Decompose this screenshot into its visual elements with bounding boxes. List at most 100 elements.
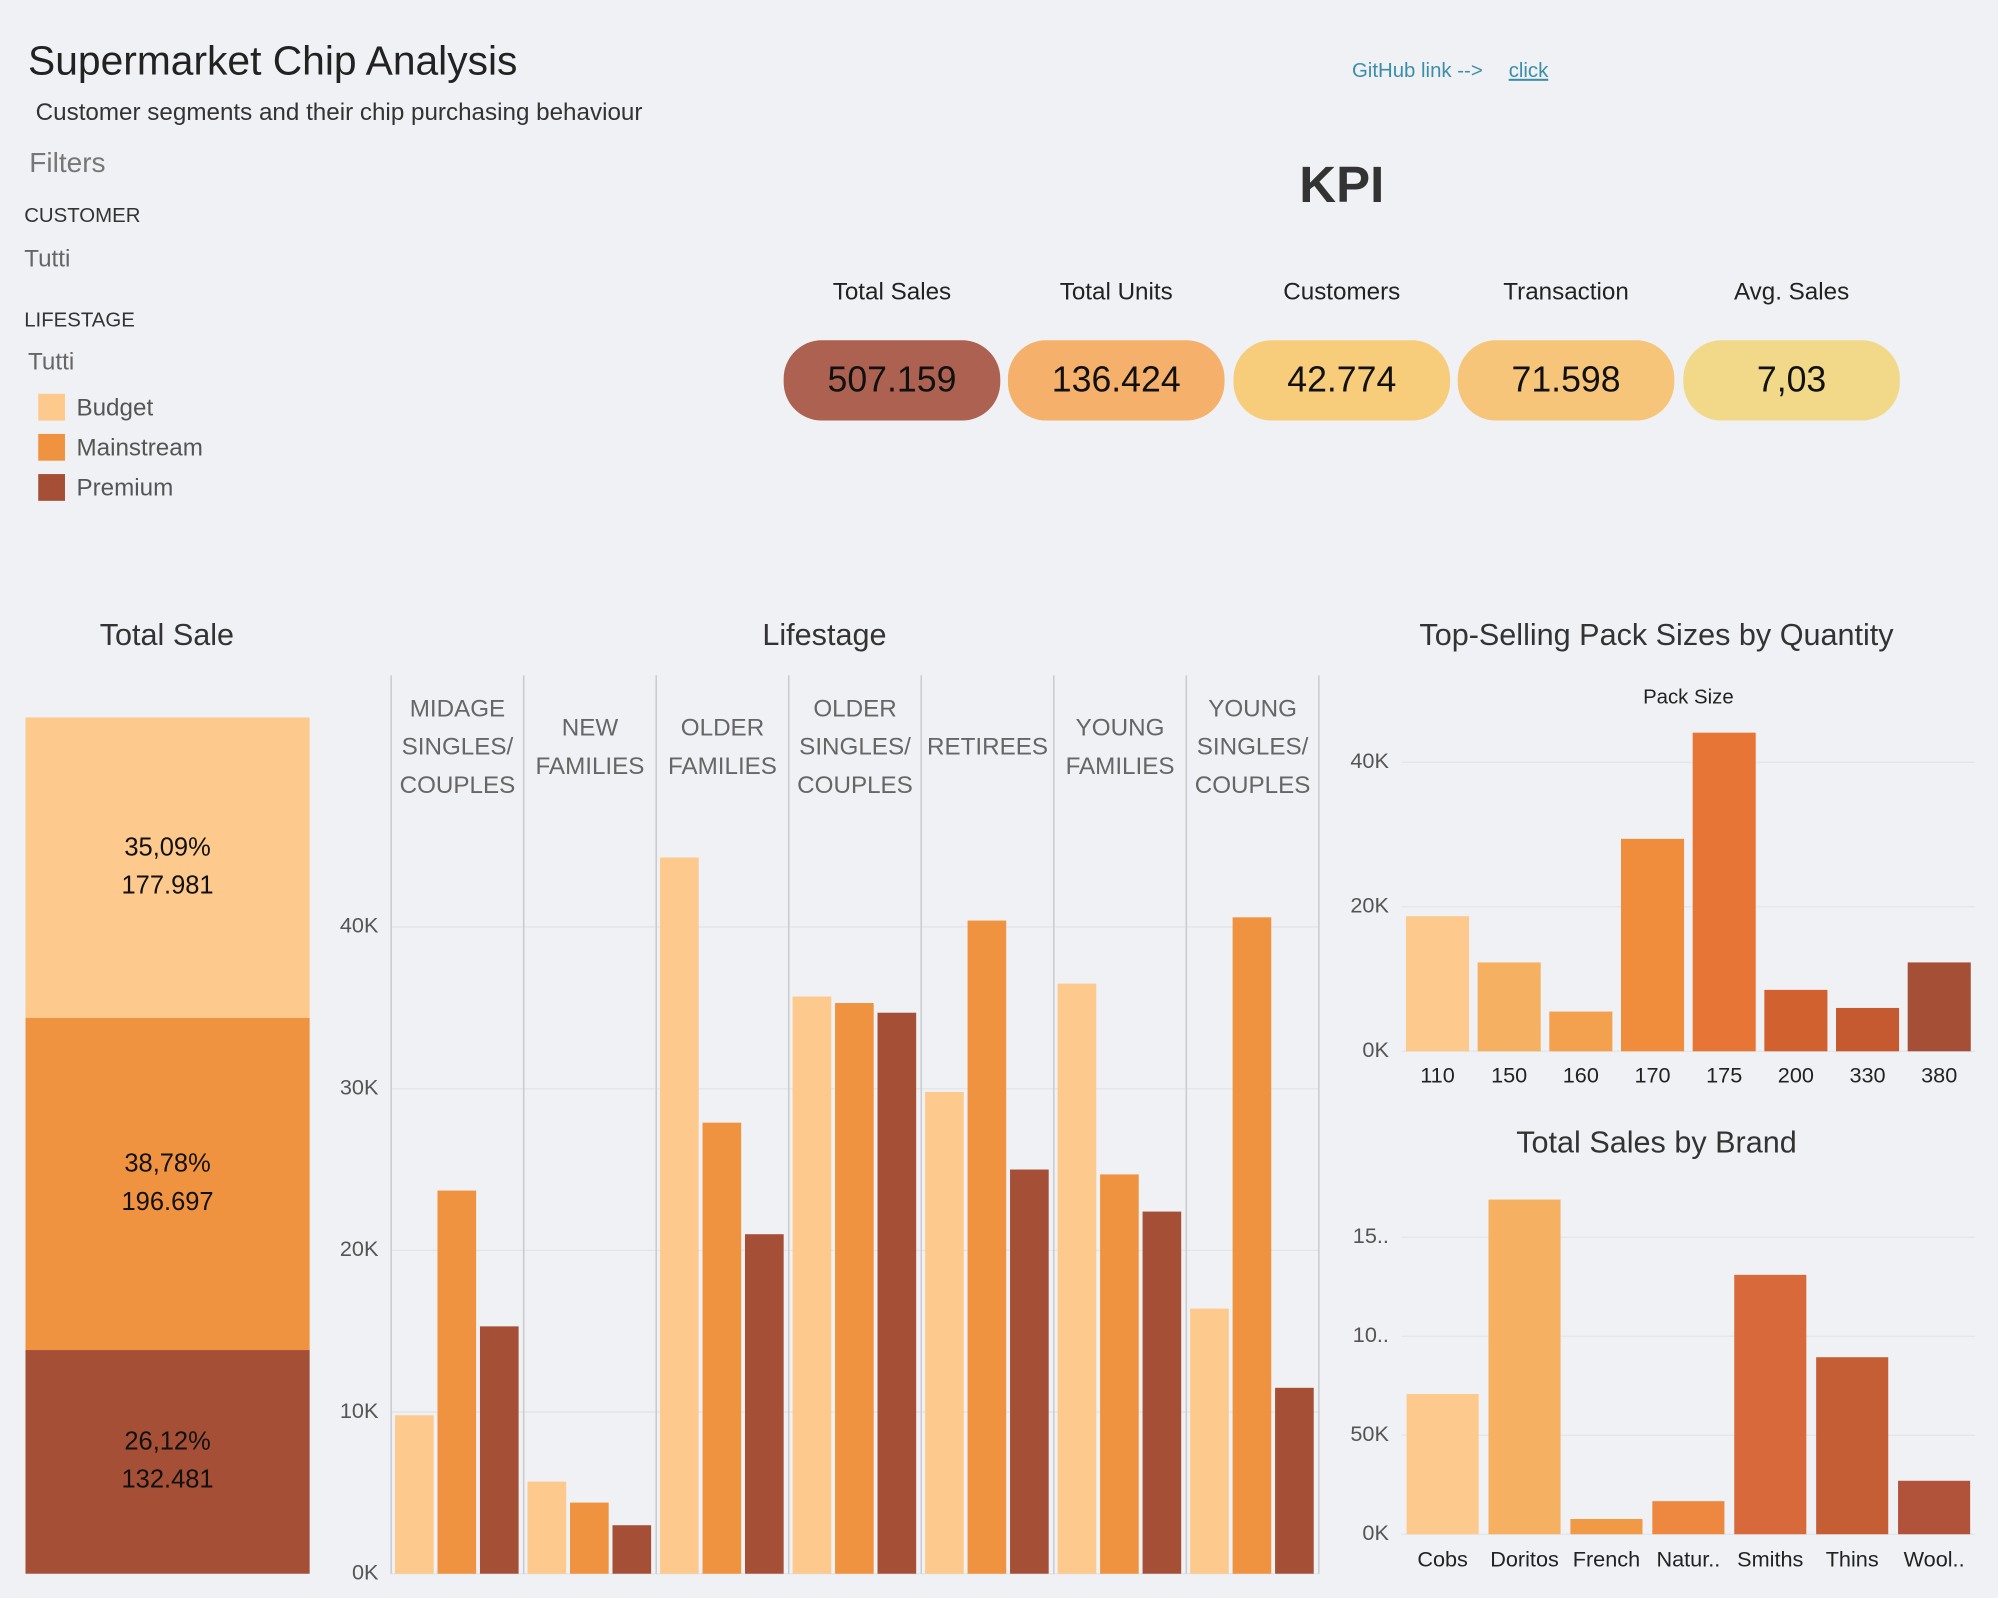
bar <box>1816 1357 1889 1535</box>
value-label: 132.481 <box>122 1466 214 1494</box>
stacked-segment <box>25 1350 310 1574</box>
stacked-segment <box>25 1017 310 1351</box>
filter-label: LIFESTAGE <box>24 310 135 332</box>
bar <box>570 1502 609 1574</box>
kpi-value: 42.774 <box>1287 360 1396 400</box>
bar <box>1764 989 1828 1052</box>
bar <box>1142 1211 1182 1574</box>
percent-label: 38,78% <box>124 1150 210 1178</box>
kpi-label: Total Sales <box>833 279 951 306</box>
panel-header: YOUNG FAMILIES <box>1066 715 1175 780</box>
chart-title: Total Sale <box>100 618 234 652</box>
filter-value[interactable]: Tutti <box>28 349 74 376</box>
y-tick-label: 0K <box>1362 1037 1389 1062</box>
x-tick-label: 150 <box>1491 1063 1527 1088</box>
filter-label: CUSTOMER <box>24 205 140 227</box>
panel-header: OLDER FAMILIES <box>668 715 777 780</box>
bar <box>1010 1169 1049 1574</box>
y-tick-label: 0K <box>1362 1520 1389 1545</box>
kpi-tile <box>783 340 1001 421</box>
bar <box>835 1003 874 1574</box>
y-tick-label: 10K <box>340 1398 379 1423</box>
percent-label: 35,09% <box>124 833 210 861</box>
bar <box>1836 1007 1900 1052</box>
kpi-tile <box>1683 340 1900 421</box>
x-tick-label: Cobs <box>1417 1547 1468 1572</box>
bar <box>1405 916 1470 1052</box>
bar <box>1057 983 1097 1574</box>
kpi-label: Customers <box>1283 279 1400 306</box>
panel-header: NEW FAMILIES <box>535 715 644 780</box>
panel-header: YOUNG SINGLES/COUPLES <box>1195 696 1311 799</box>
y-tick-label: 30K <box>340 1074 379 1099</box>
panel-header: OLDER SINGLES/COUPLES <box>797 696 913 799</box>
kpi-tile <box>1007 340 1225 421</box>
y-tick-label: 40K <box>1350 748 1389 773</box>
x-tick-label: French <box>1573 1547 1640 1572</box>
bar <box>395 1415 434 1574</box>
legend-label: Mainstream <box>76 435 202 462</box>
link-caption: GitHub link --> <box>1352 60 1483 82</box>
chart-title: Lifestage <box>762 618 886 652</box>
kpi-value: 71.598 <box>1512 360 1621 400</box>
x-tick-label: 380 <box>1921 1063 1957 1088</box>
bar <box>1734 1274 1807 1535</box>
stacked-segment <box>25 717 310 1018</box>
legend-swatch <box>38 474 65 501</box>
kpi-label: Total Units <box>1060 279 1173 306</box>
bar <box>877 1012 917 1574</box>
dashboard-subtitle: Customer segments and their chip purchas… <box>36 99 643 126</box>
y-tick-label: 20K <box>340 1236 379 1261</box>
bar <box>745 1234 784 1574</box>
x-tick-label: 110 <box>1420 1063 1455 1088</box>
bar <box>1190 1308 1229 1574</box>
bar <box>925 1091 964 1574</box>
bar <box>1232 917 1272 1574</box>
x-tick-label: 170 <box>1634 1063 1670 1088</box>
percent-label: 26,12% <box>124 1428 210 1456</box>
kpi-value: 136.424 <box>1052 360 1181 400</box>
x-tick-label: 160 <box>1563 1063 1599 1088</box>
bar <box>792 996 832 1574</box>
bar <box>660 857 699 1574</box>
bar <box>1100 1174 1139 1574</box>
x-tick-label: 330 <box>1849 1063 1885 1088</box>
x-tick-label: 200 <box>1778 1063 1814 1088</box>
bar <box>1406 1394 1479 1535</box>
bar <box>1549 1011 1613 1052</box>
panel-header: MIDAGE SINGLES/COUPLES <box>400 696 516 799</box>
filters-title: Filters <box>29 147 105 178</box>
bar <box>1620 838 1685 1052</box>
dashboard-title: Supermarket Chip Analysis <box>28 38 517 84</box>
kpi-tile <box>1457 340 1675 421</box>
bar <box>1692 732 1756 1052</box>
kpi-value: 507.159 <box>828 360 957 400</box>
y-tick-label: 10.. <box>1353 1322 1389 1347</box>
kpi-value: 7,03 <box>1757 360 1826 400</box>
kpi-label: Avg. Sales <box>1734 279 1849 306</box>
bar <box>1898 1480 1971 1535</box>
bar <box>1907 962 1971 1052</box>
x-tick-label: Thins <box>1826 1547 1879 1572</box>
value-label: 196.697 <box>122 1188 214 1216</box>
bar <box>437 1190 477 1574</box>
bar <box>702 1122 742 1574</box>
y-tick-label: 15.. <box>1353 1223 1389 1248</box>
panel-header: RETIREES <box>927 734 1048 761</box>
chart-title: Total Sales by Brand <box>1516 1125 1796 1159</box>
x-tick-label: Doritos <box>1490 1547 1559 1572</box>
value-label: 177.981 <box>122 872 214 900</box>
legend-label: Budget <box>76 394 153 421</box>
filter-value[interactable]: Tutti <box>24 245 70 272</box>
y-tick-label: 50K <box>1350 1421 1389 1446</box>
y-tick-label: 0K <box>352 1559 379 1584</box>
x-tick-label: Smiths <box>1737 1547 1803 1572</box>
x-axis-label: Pack Size <box>1643 687 1734 709</box>
legend-label: Premium <box>76 475 173 502</box>
x-tick-label: Wool.. <box>1904 1547 1965 1572</box>
x-tick-label: 175 <box>1706 1063 1742 1088</box>
github-link[interactable]: click <box>1509 60 1549 82</box>
bar <box>612 1525 652 1574</box>
